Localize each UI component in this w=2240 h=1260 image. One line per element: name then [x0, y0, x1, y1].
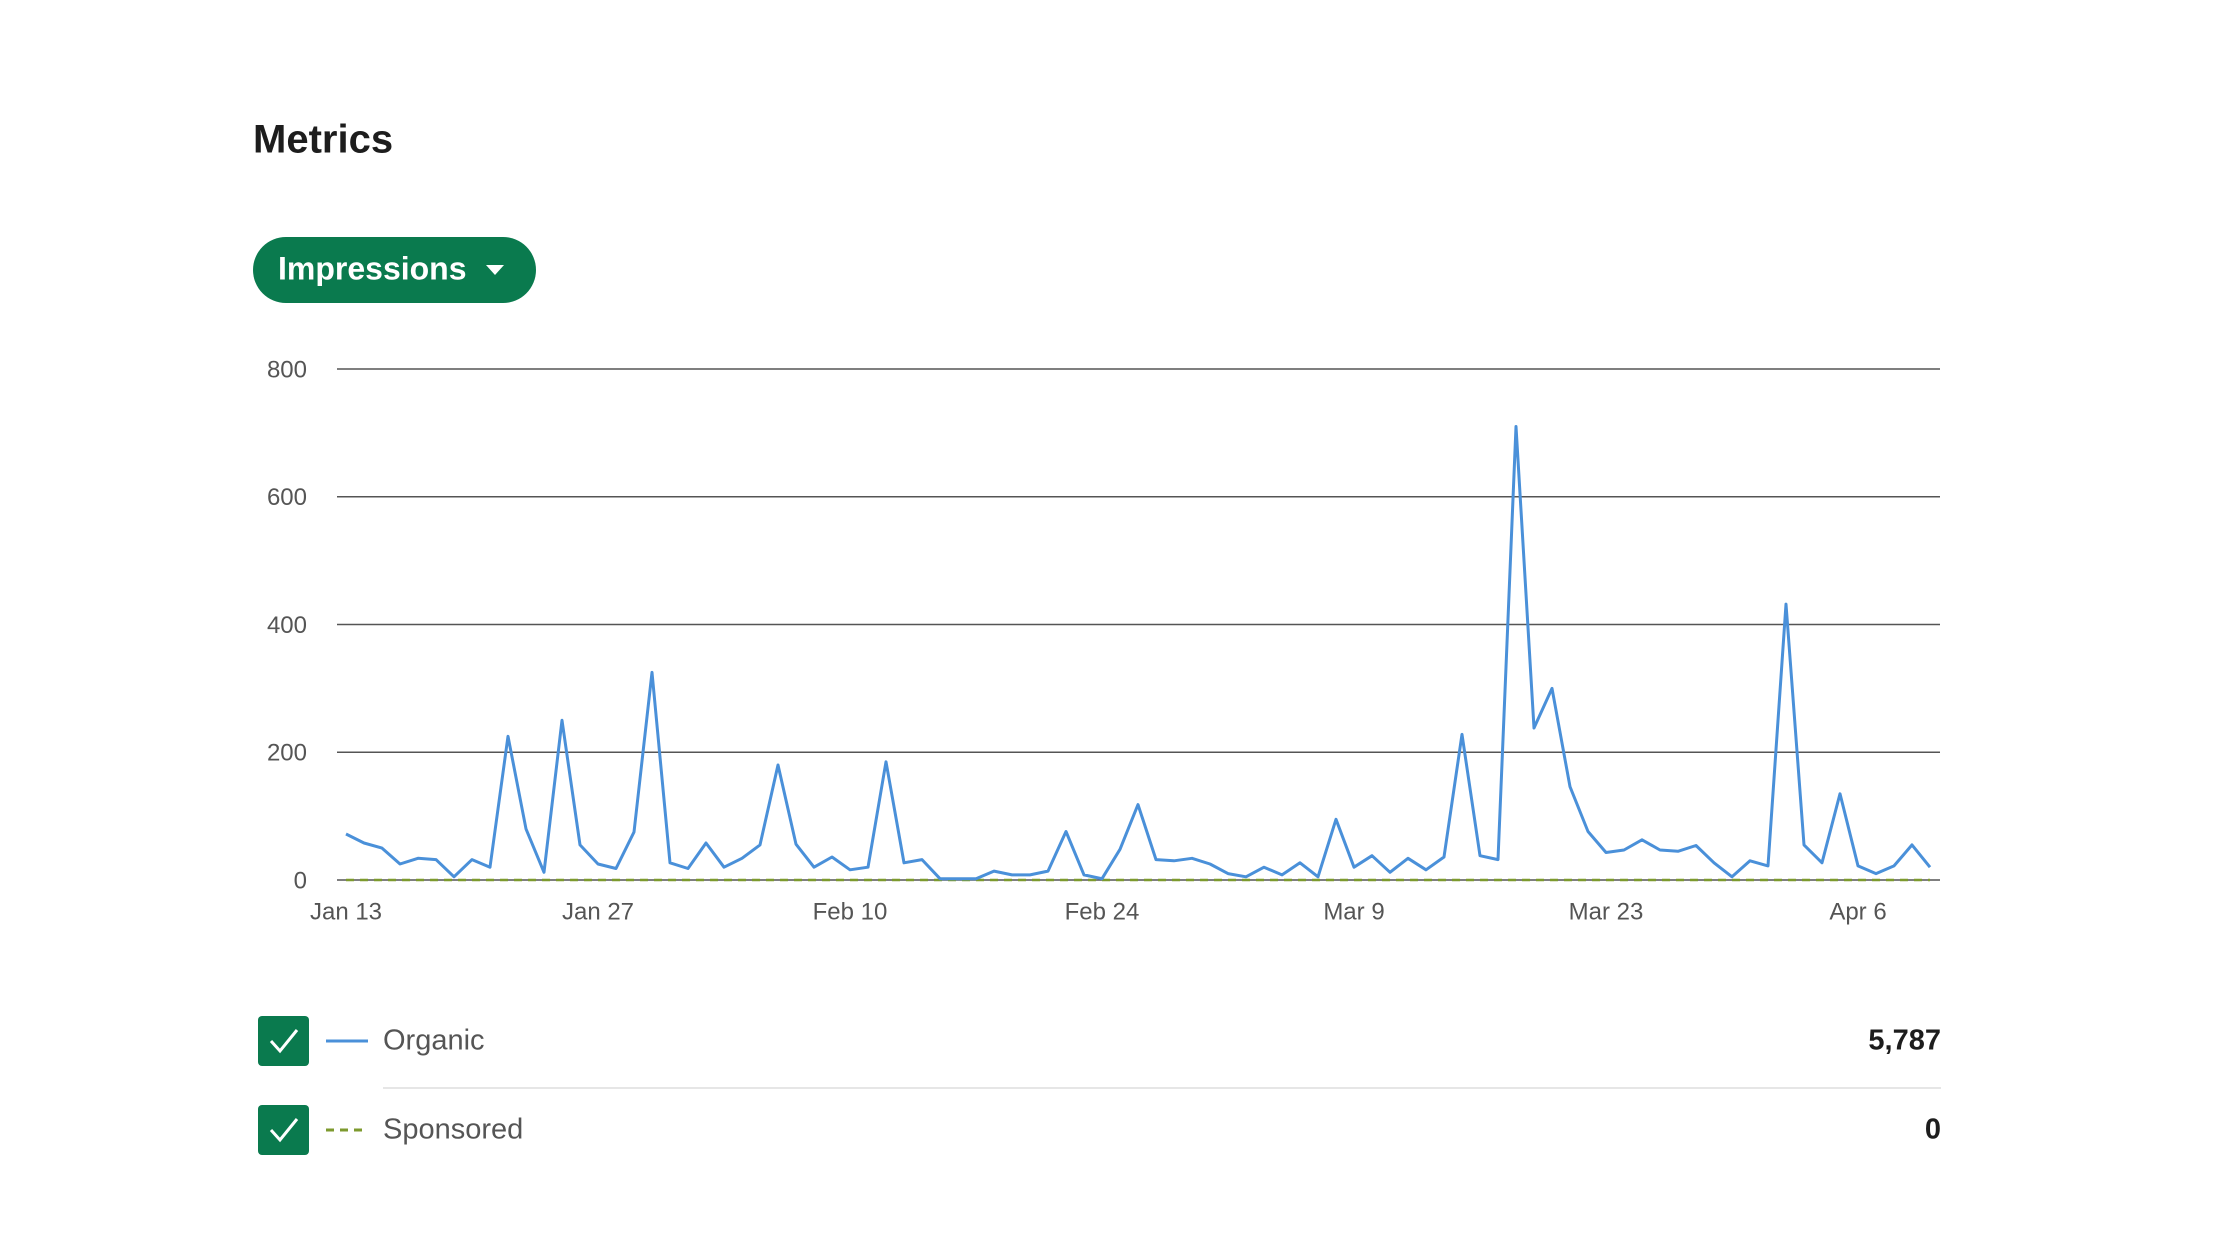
x-tick-label: Feb 10: [813, 898, 888, 925]
legend: Organic 5,787 Sponsored 0: [258, 1016, 1941, 1155]
y-tick-label: 400: [267, 612, 307, 639]
y-tick-label: 0: [294, 867, 307, 894]
legend-label: Sponsored: [383, 1114, 523, 1146]
checkmark[interactable]: [269, 1029, 299, 1054]
dropdown-caret[interactable]: [486, 265, 504, 275]
x-tick-label: Jan 13: [310, 898, 382, 925]
x-tick-label: Mar 23: [1569, 898, 1644, 925]
y-tick-label: 800: [267, 356, 307, 383]
x-tick-label: Apr 6: [1829, 898, 1886, 925]
dropdown-bg[interactable]: [253, 237, 536, 303]
legend-label: Organic: [383, 1025, 485, 1057]
y-tick-label: 200: [267, 740, 307, 767]
checkmark[interactable]: [269, 1118, 299, 1143]
series-line: [345, 425, 1932, 881]
dropdown[interactable]: Impressions: [253, 237, 536, 303]
checkbox[interactable]: [258, 1016, 309, 1066]
dropdown-label[interactable]: Impressions: [278, 250, 467, 286]
y-tick-label: 600: [267, 484, 307, 511]
legend-total: 5,787: [1868, 1025, 1941, 1057]
x-tick-label: Mar 9: [1323, 898, 1384, 925]
title: Metrics: [253, 118, 393, 162]
legend-row: Sponsored 0: [258, 1105, 1941, 1155]
x-tick-label: Feb 24: [1065, 898, 1140, 925]
checkbox[interactable]: [258, 1105, 309, 1155]
plot: 0 200 400 600 800 Jan 13 Jan 27 Feb 10 Feb 24 Mar…: [267, 356, 1940, 925]
x-tick-label: Jan 27: [562, 898, 634, 925]
legend-total: 0: [1925, 1114, 1941, 1146]
legend-row: Organic 5,787: [258, 1016, 1941, 1066]
